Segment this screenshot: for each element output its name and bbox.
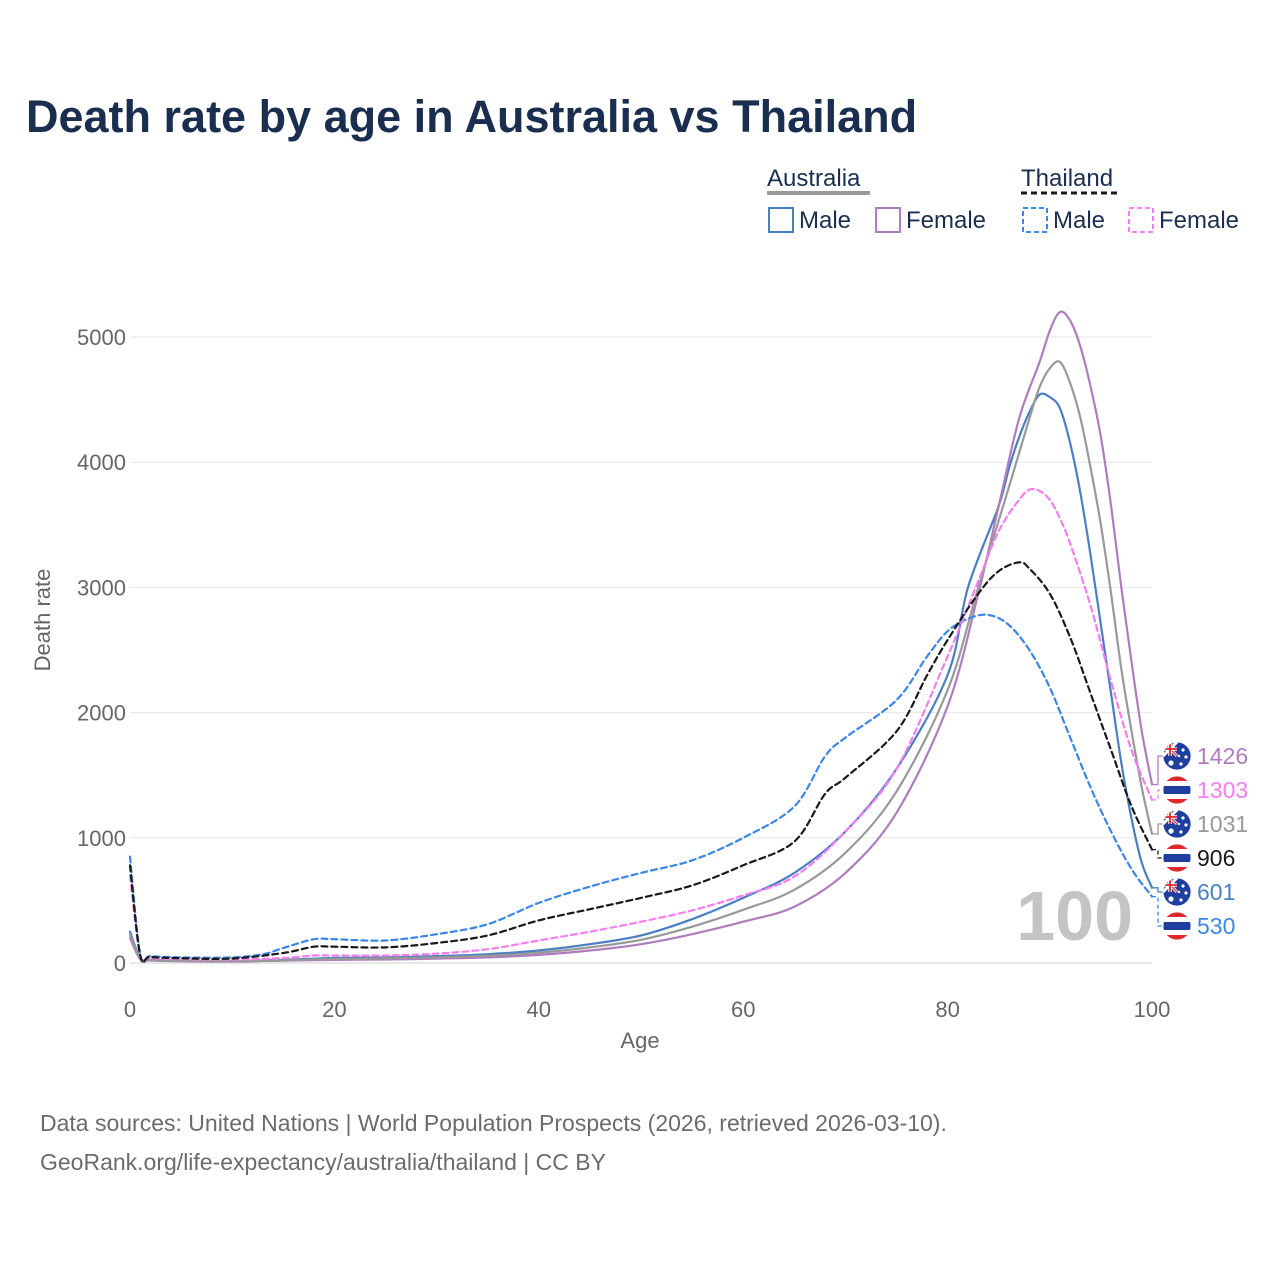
x-tick-100: 100 (1134, 997, 1171, 1022)
y-axis-label: Death rate (30, 569, 55, 672)
chart-title: Death rate by age in Australia vs Thaila… (26, 91, 917, 142)
x-tick-0: 0 (124, 997, 136, 1022)
x-tick-80: 80 (935, 997, 959, 1022)
series-line-thailand-female (128, 487, 1154, 964)
legend-group-thailand: Thailand (1021, 165, 1113, 192)
y-axis-ticks: 0 1000 2000 3000 4000 5000 (77, 325, 126, 976)
end-connector-australia-male (1152, 887, 1164, 893)
series-line-australia-male (128, 392, 1154, 963)
gridlines (130, 336, 1152, 964)
y-tick-3000: 3000 (77, 575, 126, 600)
source-line-2: GeoRank.org/life-expectancy/australia/th… (40, 1149, 606, 1175)
end-connector-australia-female (1152, 755, 1164, 786)
legend-thailand-female-swatch (1128, 207, 1154, 233)
x-tick-60: 60 (731, 997, 755, 1022)
end-value-thailand-female: 1303 (1197, 777, 1248, 803)
end-label-thailand-both: 906 (1152, 843, 1235, 873)
end-label-thailand-male: 530 (1152, 895, 1235, 941)
y-tick-0: 0 (114, 951, 126, 976)
australia-flag-icon (1162, 877, 1192, 907)
series-lines (128, 310, 1154, 964)
series-line-thailand-male (128, 613, 1154, 964)
australia-flag-icon (1162, 741, 1192, 771)
x-axis-label: Age (620, 1028, 659, 1053)
thailand-flag-icon (1162, 775, 1192, 805)
end-value-australia-female: 1426 (1197, 743, 1248, 769)
x-axis-ticks: 0 20 40 60 80 100 (124, 997, 1170, 1022)
legend-group-australia: Australia (767, 165, 861, 192)
legend-thailand-female-label: Female (1159, 207, 1239, 234)
end-label-thailand-female: 1303 (1152, 775, 1248, 805)
end-value-labels: 1426 1303 1031 906 601 530 (1152, 741, 1248, 941)
series-line-thailand-both (128, 561, 1154, 964)
end-value-australia-both: 1031 (1197, 811, 1248, 837)
legend-australia-female-label: Female (906, 207, 986, 234)
end-value-thailand-male: 530 (1197, 913, 1235, 939)
series-line-australia-both (128, 360, 1154, 963)
end-connector-thailand-female (1152, 789, 1164, 801)
thailand-flag-icon (1162, 843, 1192, 873)
end-connector-thailand-both (1152, 848, 1164, 859)
end-value-australia-male: 601 (1197, 879, 1235, 905)
end-connector-australia-both (1152, 823, 1164, 835)
series-line-australia-female (128, 310, 1154, 963)
end-label-australia-male: 601 (1152, 877, 1235, 907)
y-tick-5000: 5000 (77, 325, 126, 350)
end-label-australia-both: 1031 (1152, 809, 1248, 839)
y-tick-2000: 2000 (77, 701, 126, 726)
x-tick-20: 20 (322, 997, 346, 1022)
legend-australia-male-swatch (768, 207, 794, 233)
x-tick-40: 40 (527, 997, 551, 1022)
source-line-1: Data sources: United Nations | World Pop… (40, 1110, 947, 1136)
end-label-australia-female: 1426 (1152, 741, 1248, 786)
end-connector-thailand-male (1152, 895, 1164, 927)
legend-australia-female-swatch (875, 207, 901, 233)
thailand-flag-icon (1162, 911, 1192, 941)
y-tick-1000: 1000 (77, 826, 126, 851)
end-value-thailand-both: 906 (1197, 845, 1235, 871)
legend: Australia Male Female Thailand Male Fema… (767, 165, 1239, 234)
y-tick-4000: 4000 (77, 450, 126, 475)
legend-australia-male-label: Male (799, 207, 851, 234)
legend-thailand-male-label: Male (1053, 207, 1105, 234)
australia-flag-icon (1162, 809, 1192, 839)
legend-thailand-male-swatch (1022, 207, 1048, 233)
highlight-age-label: 100 (1016, 877, 1133, 955)
